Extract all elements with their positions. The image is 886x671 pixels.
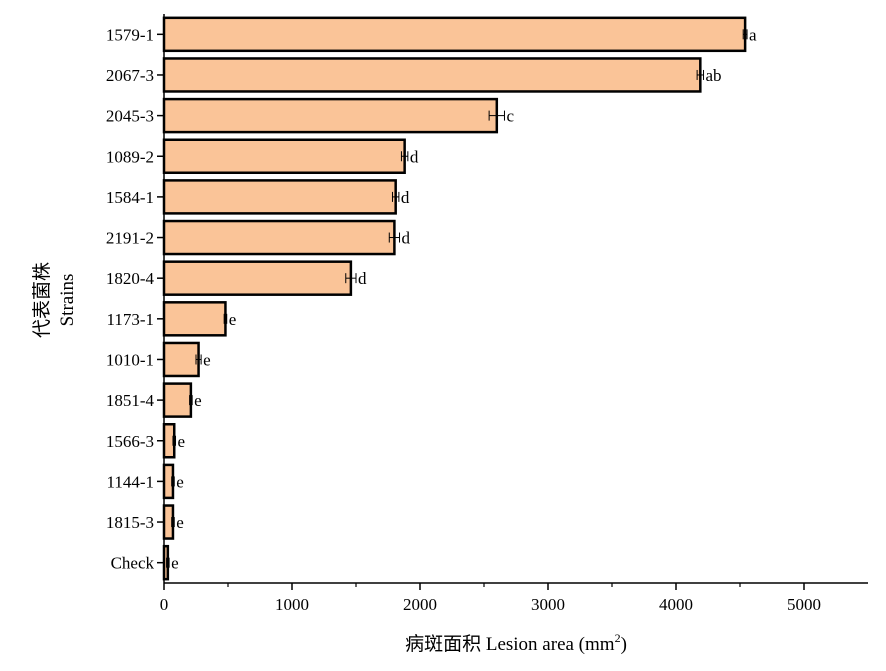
y-tick-label-2045-3: 2045-3 (106, 107, 154, 126)
y-tick-label-Check: Check (111, 554, 155, 573)
y-tick-label-2191-2: 2191-2 (106, 229, 154, 248)
y-tick-label-1815-3: 1815-3 (106, 513, 154, 532)
x-axis-title-close: ) (621, 634, 627, 655)
bar-1010-1 (162, 341, 200, 378)
x-axis-title-superscript: 2 (615, 631, 621, 645)
y-tick-labels-group: 1579-1 2067-3 2045-3 1089-2 1584-1 2191-2 1820… (106, 25, 164, 573)
bar-2067-3 (162, 57, 702, 93)
significance-label-1144-1: e (176, 472, 184, 491)
significance-label-2191-2: d (402, 229, 411, 248)
significance-label-1584-1: d (401, 188, 410, 207)
bar-2191-2 (162, 219, 396, 256)
bar-1089-2 (162, 138, 406, 174)
x-tick-label-2000: 2000 (403, 595, 437, 614)
significance-label-2067-3: ab (706, 66, 722, 85)
y-tick-label-1584-1: 1584-1 (106, 188, 154, 207)
x-tick-label-1000: 1000 (275, 595, 309, 614)
y-tick-label-1566-3: 1566-3 (106, 432, 154, 451)
significance-label-2045-3: c (506, 107, 514, 126)
significance-label-1173-1: e (229, 310, 237, 329)
y-tick-label-1579-1: 1579-1 (106, 25, 154, 44)
x-ticks-group: 0 1000 2000 3000 4000 5000 (160, 583, 821, 614)
bar-1820-4 (162, 260, 353, 296)
x-axis-title-main: 病斑面积 Lesion area (mm (405, 633, 615, 655)
significance-label-1089-2: d (410, 147, 419, 166)
bar-1584-1 (162, 179, 397, 215)
significance-label-1566-3: e (178, 432, 186, 451)
significance-label-1010-1: e (203, 350, 211, 369)
significance-label-1579-1: a (749, 25, 757, 44)
y-tick-label-1144-1: 1144-1 (106, 472, 154, 491)
axes-group (163, 14, 868, 584)
bar-2045-3 (162, 97, 499, 134)
significance-labels-group: a ab c d d d d e e e e e e e (171, 25, 757, 572)
x-tick-label-4000: 4000 (659, 595, 693, 614)
bar-1579-1 (162, 16, 747, 53)
bar-1173-1 (162, 301, 227, 337)
x-tick-label-5000: 5000 (787, 595, 821, 614)
y-tick-label-1089-2: 1089-2 (106, 147, 154, 166)
bar-1851-4 (162, 382, 193, 418)
significance-label-1815-3: e (176, 513, 184, 532)
significance-label-1851-4: e (194, 391, 202, 410)
significance-label-1820-4: d (358, 269, 367, 288)
bars-group (162, 16, 747, 581)
y-tick-label-2067-3: 2067-3 (106, 66, 154, 85)
x-tick-label-3000: 3000 (531, 595, 565, 614)
y-axis-title-line1: 代表菌株 (31, 262, 53, 338)
y-tick-label-1010-1: 1010-1 (106, 350, 154, 369)
significance-label-Check: e (171, 554, 179, 573)
y-axis-title-line2: Strains (57, 274, 78, 327)
y-tick-label-1173-1: 1173-1 (106, 310, 154, 329)
x-tick-label-0: 0 (160, 595, 169, 614)
x-axis-title: 病斑面积 Lesion area (mm2) (405, 631, 627, 655)
y-tick-label-1820-4: 1820-4 (106, 269, 155, 288)
y-tick-label-1851-4: 1851-4 (106, 391, 155, 410)
error-bars-group (166, 29, 748, 568)
